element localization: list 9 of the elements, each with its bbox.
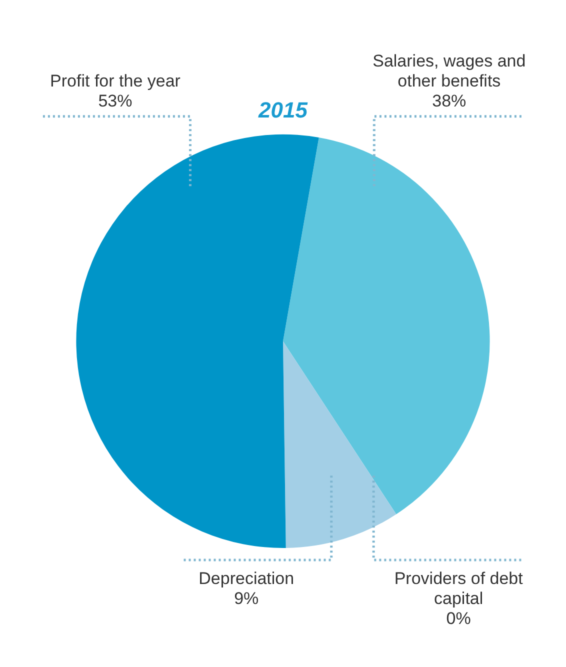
text: 2015	[258, 97, 308, 122]
text: 0%	[446, 609, 471, 628]
slice-label: Salaries, wages and other benefits	[372, 51, 526, 90]
data-label: 53%	[98, 91, 132, 110]
category-label: Providers of debt capital	[394, 569, 523, 608]
slice-label: Depreciation	[198, 569, 294, 588]
data-label: 38%	[432, 91, 466, 110]
data-label: 9%	[234, 589, 259, 608]
slice-label: Profit for the year	[50, 71, 181, 90]
